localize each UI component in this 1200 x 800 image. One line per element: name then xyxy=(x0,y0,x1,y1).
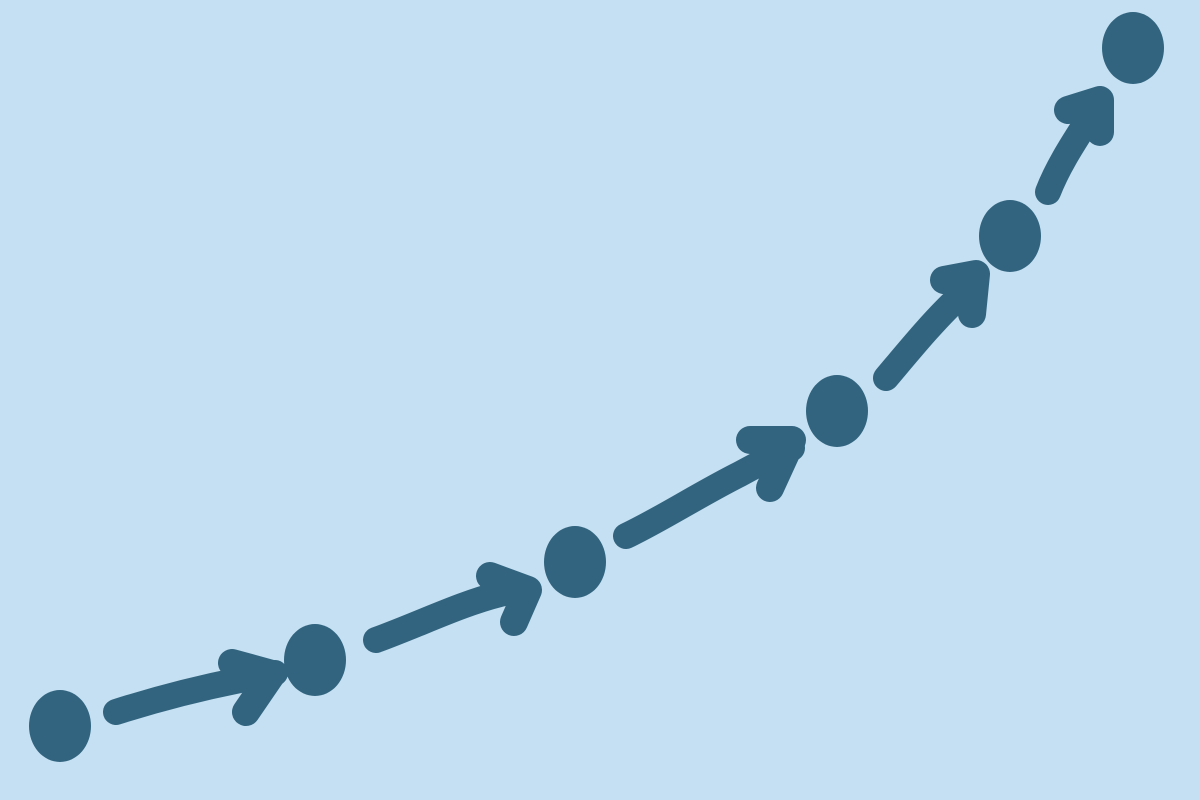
arrow-right-icon xyxy=(363,562,542,653)
connectors xyxy=(103,86,1114,726)
step-node xyxy=(1102,12,1164,84)
arrow-right-icon xyxy=(1035,86,1114,205)
arrow-right-icon xyxy=(103,649,288,726)
arrow-right-icon xyxy=(613,426,806,549)
step-node xyxy=(806,375,868,447)
step-node xyxy=(544,526,606,598)
arrow-right-icon xyxy=(873,260,990,391)
step-node xyxy=(284,624,346,696)
step-node xyxy=(29,690,91,762)
nodes xyxy=(29,12,1164,762)
step-node xyxy=(979,200,1041,272)
